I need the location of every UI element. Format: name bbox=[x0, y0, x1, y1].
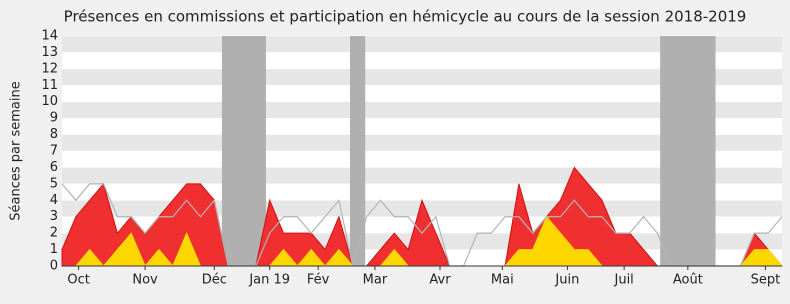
y-tick-label: 6 bbox=[50, 160, 58, 175]
y-axis-label: Séances par semaine bbox=[9, 81, 24, 220]
x-tick-label: Avr bbox=[429, 273, 451, 288]
x-tick-label: Nov bbox=[132, 273, 158, 288]
x-tick-label: Déc bbox=[202, 273, 227, 288]
x-tick-label: Oct bbox=[67, 273, 89, 288]
x-tick-label: Fév bbox=[307, 273, 330, 288]
recess-band bbox=[221, 36, 266, 266]
y-tick-label: 7 bbox=[50, 144, 58, 159]
x-tick-label: Juil bbox=[614, 273, 634, 288]
x-tick-label: Jan 19 bbox=[248, 273, 290, 288]
x-tick-label: Août bbox=[673, 273, 703, 288]
y-tick-label: 10 bbox=[41, 94, 58, 109]
recess-band bbox=[350, 36, 366, 266]
y-tick-label: 9 bbox=[50, 111, 58, 126]
y-tick-label: 12 bbox=[41, 61, 58, 76]
y-tick-label: 14 bbox=[41, 29, 58, 44]
chart-title: Présences en commissions et participatio… bbox=[64, 8, 747, 26]
y-tick-label: 2 bbox=[50, 226, 58, 241]
y-tick-label: 3 bbox=[50, 209, 58, 224]
line bbox=[61, 183, 783, 267]
y-tick-label: 5 bbox=[50, 176, 58, 191]
y-tick-label: 13 bbox=[41, 45, 58, 60]
y-tick-label: 0 bbox=[50, 259, 58, 274]
x-tick-label: Sept bbox=[751, 273, 781, 288]
x-tick-label: Mai bbox=[491, 273, 514, 288]
y-tick-label: 1 bbox=[50, 242, 58, 257]
y-tick-label: 11 bbox=[41, 78, 58, 93]
y-tick-label: 4 bbox=[50, 193, 58, 208]
x-tick-label: Mar bbox=[363, 273, 388, 288]
y-tick-label: 8 bbox=[50, 127, 58, 142]
recess-band bbox=[660, 36, 716, 266]
x-tick-label: Juin bbox=[554, 273, 579, 288]
